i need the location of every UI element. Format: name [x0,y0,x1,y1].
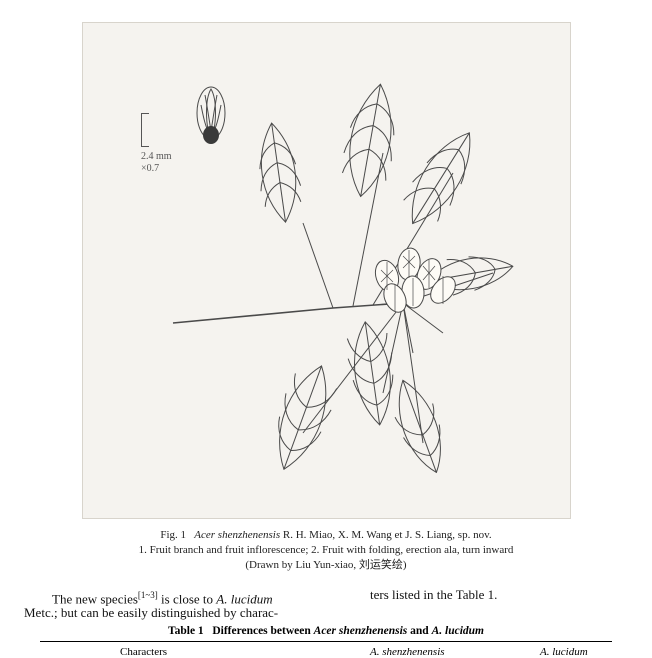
table-rule [40,641,612,642]
body-paragraph-3: ters listed in the Table 1. [370,586,630,604]
figure-caption: Fig. 1 Acer shenzhenensis R. H. Miao, X.… [0,528,652,573]
caption-line2: 1. Fruit branch and fruit inflorescence;… [0,543,652,558]
body-superscript-ref: [1~3] [138,590,158,600]
table-col-1: Characters [120,646,167,658]
caption-line3: (Drawn by Liu Yun-xiao, 刘运笑绘) [0,558,652,573]
table-title-i1: Acer shenzhenensis [314,625,408,637]
table-title: Table 1 Differences between Acer shenzhe… [0,625,652,637]
table-label: Table 1 [168,625,204,637]
table-title-a: Differences between [212,625,313,637]
body-paragraph-2: Metc.; but can be easily distinguished b… [24,604,354,622]
table-title-b: and [407,625,431,637]
fruit-branch-drawing [103,73,563,503]
figure-plate: 2.4 mm ×0.7 [82,22,571,519]
caption-fig-label: Fig. 1 [160,529,186,541]
caption-species: Acer shenzhenensis [194,529,280,541]
table-title-i2: A. lucidum [432,625,484,637]
table-col-3: A. lucidum [540,646,588,658]
table-col-2: A. shenzhenensis [370,646,445,658]
caption-authors: R. H. Miao, X. M. Wang et J. S. Liang, s… [283,529,492,541]
